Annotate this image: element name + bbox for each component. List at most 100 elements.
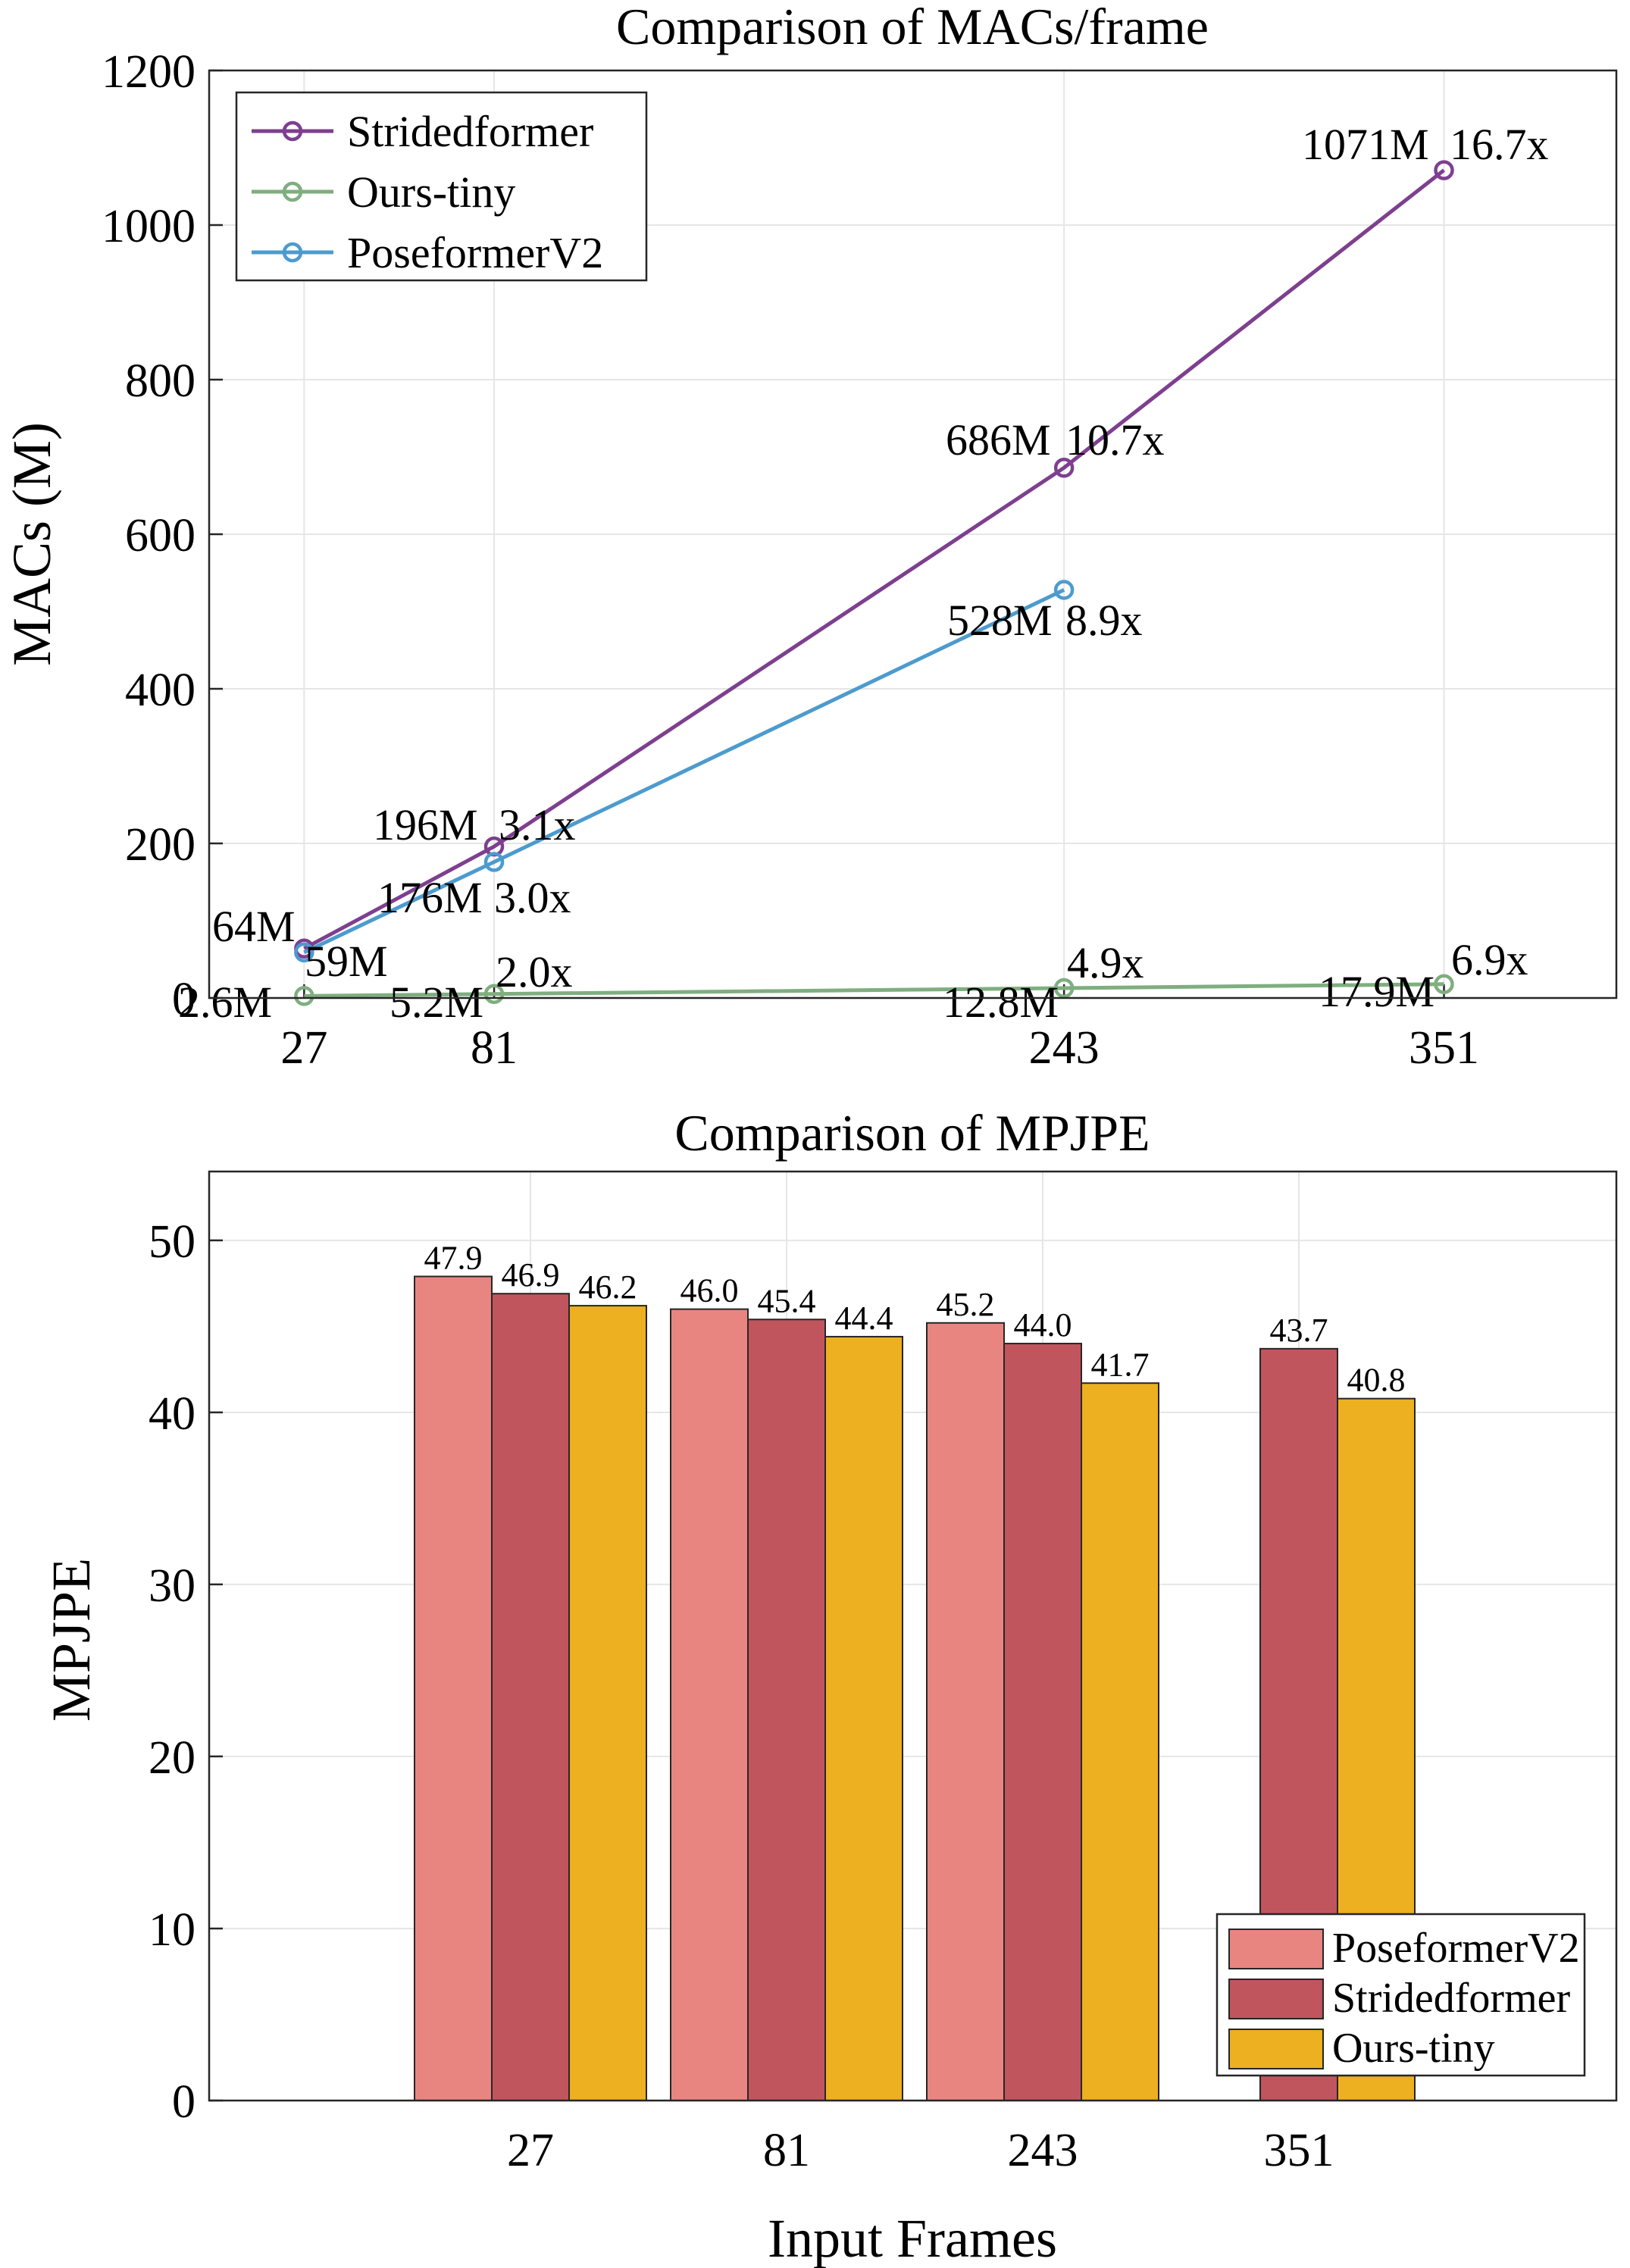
macs-series-marker-2: [1053, 580, 1075, 600]
macs-ratio-label: 16.7x: [1450, 120, 1549, 169]
mpjpe-y-tick-label: 10: [149, 1904, 196, 1956]
mpjpe-bar: [670, 1308, 749, 2101]
macs-value-label: 196M: [373, 800, 478, 849]
macs-x-tick-label: 351: [1409, 1022, 1479, 1074]
legend-entry-2: PoseformerV2: [347, 228, 603, 277]
macs-series-line-1: [304, 982, 1444, 998]
mpjpe-bar-label: 45.4: [758, 1282, 816, 1319]
mpjpe-y-tick-label: 40: [149, 1388, 196, 1440]
macs-series-marker-1: [1053, 978, 1075, 999]
mpjpe-bar: [414, 1275, 493, 2101]
macs-ratio-label: 3.1x: [499, 800, 576, 849]
mpjpe-bar: [491, 1293, 570, 2101]
macs-series-line-2: [303, 588, 1065, 955]
mpjpe-chart-title: Comparison of MPJPE: [674, 1104, 1150, 1162]
legend-marker-0: [282, 120, 303, 142]
mpjpe-legend-swatch-2: [1228, 2029, 1324, 2069]
macs-series-marker-1: [483, 984, 505, 1004]
legend-marker-1: [282, 181, 303, 202]
mpjpe-legend-entry-2: Ours-tiny: [1332, 2025, 1495, 2072]
macs-series: [294, 160, 1454, 1006]
macs-legend: Stridedformer Ours-tiny PoseformerV2: [235, 91, 648, 282]
macs-ratio-label: 6.9x: [1451, 935, 1528, 984]
mpjpe-bar-labels: 47.9 46.0 45.2 46.9 45.4 44.0 43.7 46.2 44.4 41.7…: [424, 1239, 1406, 1398]
mpjpe-x-tick-labels: 27 81 243 351: [507, 2125, 1334, 2176]
macs-value-label: 59M: [305, 937, 388, 986]
macs-series-marker-0: [1434, 160, 1454, 180]
macs-plot-frame: [208, 69, 1618, 999]
macs-chart: Comparison of MACs/frame MACs (M) 0 200 40…: [2, 0, 1618, 1074]
macs-y-tick-label: 200: [125, 819, 196, 871]
macs-value-label: 64M: [212, 902, 296, 951]
macs-y-tick-label: 400: [125, 665, 196, 716]
macs-ratio-label: 4.9x: [1067, 938, 1144, 987]
mpjpe-x-tick-label: 27: [507, 2125, 554, 2176]
macs-x-tick-labels: 27 81 243 351: [280, 1022, 1479, 1074]
macs-value-label: 2.6M: [178, 978, 272, 1027]
macs-chart-title: Comparison of MACs/frame: [616, 0, 1209, 55]
mpjpe-y-tick-label: 20: [149, 1732, 196, 1784]
mpjpe-bar-label: 43.7: [1270, 1312, 1328, 1349]
macs-x-tick-label: 243: [1029, 1022, 1100, 1074]
legend-entry-1: Ours-tiny: [347, 167, 515, 217]
mpjpe-bar-label: 45.2: [937, 1286, 995, 1323]
mpjpe-y-tick-label: 0: [172, 2076, 196, 2128]
mpjpe-bar-label: 47.9: [424, 1239, 483, 1276]
macs-ratio-label: 3.0x: [494, 873, 571, 922]
legend-entry-0: Stridedformer: [347, 107, 593, 156]
mpjpe-plot-frame: [208, 1170, 1618, 2102]
mpjpe-bar: [568, 1305, 647, 2101]
mpjpe-bar-label: 46.9: [502, 1256, 560, 1294]
mpjpe-bar-label: 44.0: [1014, 1306, 1072, 1344]
macs-value-label: 17.9M: [1319, 967, 1434, 1016]
mpjpe-x-tick-label: 81: [763, 2125, 810, 2176]
mpjpe-bar: [1081, 1382, 1159, 2102]
macs-series-line-0: [303, 168, 1446, 950]
mpjpe-legend-swatch-0: [1228, 1929, 1324, 1969]
macs-series-marker-1: [1434, 974, 1454, 994]
macs-value-label: 686M: [946, 415, 1051, 465]
mpjpe-chart: Comparison of MPJPE MPJPE Input Frames 0…: [41, 1104, 1618, 2268]
macs-value-label: 176M: [377, 873, 483, 922]
mpjpe-bar: [1003, 1343, 1082, 2101]
macs-y-tick-labels: 0 200 400 600 800 1000 1200: [102, 46, 196, 1025]
macs-x-tick-label: 81: [471, 1022, 518, 1074]
mpjpe-bar-label: 40.8: [1347, 1362, 1406, 1399]
macs-y-axis-label: MACs (M): [2, 422, 62, 666]
macs-x-tick-label: 27: [280, 1022, 327, 1074]
macs-ratio-label: 8.9x: [1065, 596, 1143, 645]
legend-marker-2: [282, 242, 303, 263]
mpjpe-y-tick-label: 50: [149, 1216, 196, 1268]
mpjpe-y-tick-label: 30: [149, 1560, 196, 1612]
mpjpe-legend-entry-0: PoseformerV2: [1332, 1925, 1580, 1972]
mpjpe-bar: [747, 1319, 826, 2101]
macs-y-tick-label: 0: [172, 974, 196, 1025]
mpjpe-bar: [926, 1322, 1005, 2101]
macs-value-label: 12.8M: [943, 978, 1059, 1027]
macs-series-marker-1: [294, 986, 314, 1006]
mpjpe-legend-swatch-1: [1228, 1979, 1324, 2019]
mpjpe-y-tick-labels: 0 10 20 30 40 50: [149, 1216, 196, 2128]
macs-series-marker-0: [1053, 458, 1075, 478]
mpjpe-x-tick-label: 243: [1008, 2125, 1078, 2176]
mpjpe-bar-label: 41.7: [1091, 1346, 1150, 1383]
macs-y-tick-label: 1200: [102, 46, 196, 98]
macs-value-label: 1071M: [1302, 120, 1429, 169]
macs-value-label: 528M: [947, 596, 1053, 645]
macs-y-tick-label: 1000: [102, 201, 196, 252]
mpjpe-bars: [414, 1275, 1416, 2102]
macs-series-marker-2: [294, 942, 314, 963]
macs-series-marker-2: [483, 852, 505, 872]
mpjpe-bar-label: 46.0: [680, 1272, 739, 1309]
mpjpe-bar: [824, 1335, 903, 2101]
mpjpe-y-axis-label: MPJPE: [41, 1558, 102, 1722]
macs-y-tick-label: 800: [125, 355, 196, 407]
mpjpe-legend-entry-1: Stridedformer: [1332, 1975, 1570, 2022]
mpjpe-x-axis-label: Input Frames: [768, 2208, 1057, 2268]
mpjpe-x-tick-label: 351: [1264, 2125, 1334, 2176]
mpjpe-bar-label: 44.4: [835, 1300, 893, 1337]
macs-data-labels: 64M 196M 686M 1071M 2.6M 5.2M 12.8M 17.9M 59M 176…: [178, 120, 1549, 1027]
mpjpe-bar-label: 46.2: [579, 1269, 637, 1306]
